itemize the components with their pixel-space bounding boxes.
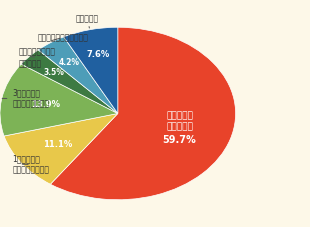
Text: 3.5%: 3.5% [44, 68, 64, 77]
Wedge shape [64, 27, 118, 114]
Text: 59.7%: 59.7% [163, 135, 197, 145]
Wedge shape [4, 114, 118, 184]
Text: 7.6%: 7.6% [87, 50, 110, 59]
Wedge shape [38, 37, 118, 114]
Text: 3カ月以内に
影響が出る見込み: 3カ月以内に 影響が出る見込み [2, 89, 49, 109]
Wedge shape [0, 64, 118, 136]
Text: 半年以内に影響が
出る見込み: 半年以内に影響が 出る見込み [19, 48, 55, 68]
Text: わからない: わからない [76, 15, 99, 28]
Text: すでに影響
が出ている: すでに影響 が出ている [166, 111, 193, 131]
Text: 4.2%: 4.2% [59, 58, 80, 67]
Text: 11.1%: 11.1% [43, 140, 73, 149]
Wedge shape [21, 50, 118, 114]
Wedge shape [50, 27, 236, 200]
Text: 13.9%: 13.9% [31, 100, 60, 109]
Text: 1カ月以内に
影響が出る見込み: 1カ月以内に 影響が出る見込み [12, 155, 49, 175]
Text: 当面、影響はないと思う: 当面、影響はないと思う [37, 33, 88, 42]
